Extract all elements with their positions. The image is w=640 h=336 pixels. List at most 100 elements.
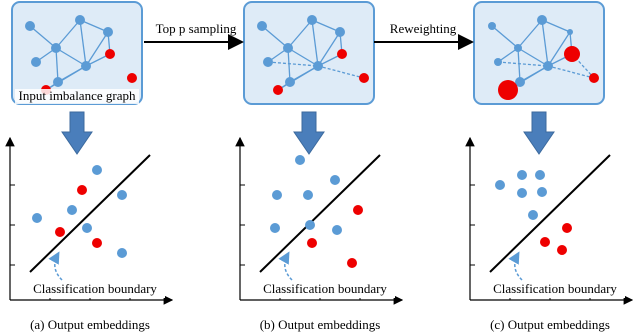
majority-point [92,165,102,175]
majority-node [488,22,496,30]
flow-label: Top p sampling [156,21,237,36]
minority-node [337,49,347,59]
edge [79,19,109,33]
majority-node [313,61,323,71]
majority-node [285,77,295,87]
majority-point [495,180,505,190]
caption: (a) Output embeddings [30,317,150,332]
majority-node [31,57,41,67]
majority-node [515,77,525,87]
boundary [259,154,381,273]
edge [541,19,549,67]
majority-point [517,170,527,180]
edge [547,31,571,67]
boundary-label-bg [25,283,165,298]
majority-point [67,205,77,215]
majority-point [32,213,42,223]
down-arrow [61,111,93,155]
minority-node [359,73,369,83]
majority-node [51,43,61,53]
majority-point [272,190,282,200]
down-arrow [523,111,555,155]
edge [541,19,571,33]
edge [85,31,109,67]
minority-node [273,85,283,95]
caption: (b) Output embeddings [260,317,381,332]
edge [55,47,59,83]
minority-node [589,73,599,83]
majority-node [514,44,522,52]
edge [491,25,519,49]
majority-point [117,190,127,200]
edge [311,19,341,33]
majority-point [528,210,538,220]
majority-point [517,188,527,198]
down-arrow [293,111,325,155]
edge [517,47,521,83]
minority-point [77,185,87,195]
edge [517,19,543,49]
majority-point [117,248,127,258]
minority-point [92,238,102,248]
majority-node [257,21,267,31]
edge [497,47,519,63]
minority-node [498,80,518,100]
majority-point [332,225,342,235]
majority-node [567,29,573,35]
minority-point [353,205,363,215]
majority-node [25,21,35,31]
minority-node [564,46,580,62]
majority-point [305,220,315,230]
boundary [29,154,151,273]
majority-node [494,58,502,66]
minority-node [105,49,115,59]
boundary-label: Classification boundary [263,281,387,296]
edge [317,31,341,67]
edge-sampled [267,61,319,67]
graph [25,15,137,95]
edge [287,47,319,67]
graph [488,15,599,100]
majority-node [53,77,63,87]
majority-node [307,15,317,25]
edge [261,25,289,49]
majority-node [283,43,293,53]
boundary-label-bg [485,283,625,298]
majority-point [303,190,313,200]
majority-point [295,155,305,165]
majority-point [330,175,340,185]
majority-node [263,57,273,67]
minority-point [55,227,65,237]
edge [517,47,549,67]
caption: (c) Output embeddings [490,317,610,332]
minority-point [347,258,357,268]
edge [311,19,319,67]
boundary-label-bg [255,283,395,298]
majority-node [75,15,85,25]
boundary-label: Classification boundary [493,281,617,296]
majority-node [543,61,553,71]
graph-label-bg [15,89,139,104]
boundary-label: Classification boundary [33,281,157,296]
edge-sampled [547,65,595,79]
majority-point [270,223,280,233]
minority-point [562,223,572,233]
minority-point [557,245,567,255]
majority-node [335,27,345,37]
edge-sampled [497,61,549,67]
edge [287,47,291,83]
majority-point [82,223,92,233]
boundary [489,154,611,273]
edge [287,19,313,49]
minority-node [127,73,137,83]
majority-node [537,15,547,25]
edge [79,19,87,67]
edge [29,25,57,49]
graph [257,15,369,95]
edge-sampled [317,65,365,79]
graph-box [473,1,605,105]
edge [55,47,87,67]
minority-point [307,238,317,248]
majority-point [535,170,545,180]
